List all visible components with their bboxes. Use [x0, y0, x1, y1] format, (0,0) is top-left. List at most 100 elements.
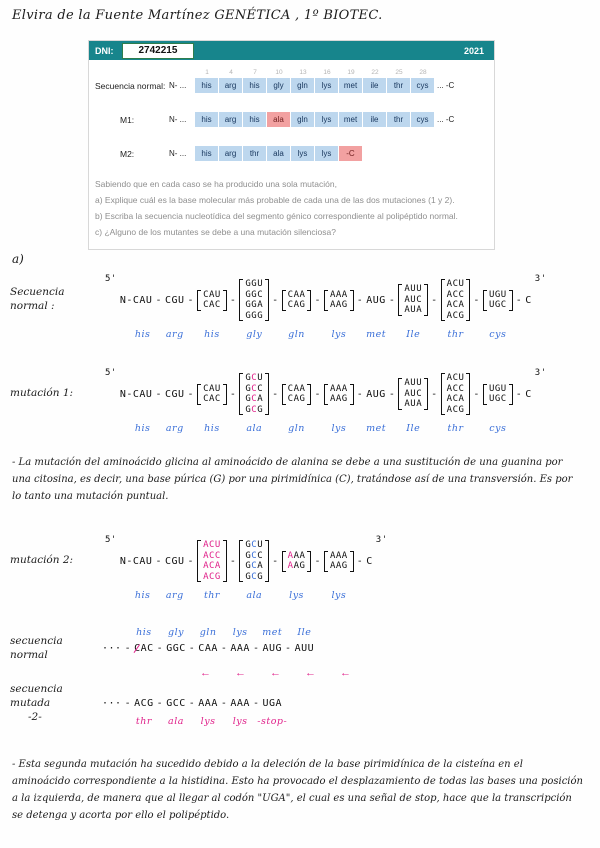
codon: GCG [245, 404, 264, 415]
codon-cell: arg [219, 146, 242, 161]
bracketed-stack: AAA AAG [323, 550, 354, 572]
bracket-left-icon [323, 550, 328, 572]
codon-stack: ACU ACC ACA ACG thr [440, 274, 471, 340]
amino-label: Ile [297, 626, 312, 638]
codon-stack: ACU ACC ACA ACG thr [197, 535, 227, 601]
bracket-right-icon [265, 279, 270, 321]
bracket-right-icon [265, 373, 270, 415]
separator: - [124, 643, 132, 655]
sequence-text: ··· [102, 643, 122, 655]
amino-label: thr [135, 715, 152, 727]
position-number: 22 [371, 69, 379, 76]
codon: ACG [203, 571, 221, 582]
sequence-table-row: M2: N- ... his arg thr ala lys lys -C [89, 146, 494, 161]
codon-cell: cys [411, 78, 434, 93]
question-list: a) Explique cuál es la base molecular má… [89, 195, 494, 237]
codon-cell: -C [339, 146, 362, 161]
stack-lines: UGU UGC [487, 290, 509, 311]
separator: - [473, 294, 480, 306]
sequence-row: 5' N- CAU his - CGU arg - CAU CAC his - GCU GCC GCA GCG… [102, 368, 600, 434]
bracket-left-icon [482, 383, 487, 405]
bracketed-stack: GCU GCC GCA GCG [239, 373, 270, 415]
codon-cell: cys [411, 112, 434, 127]
bracket-left-icon [239, 540, 244, 582]
codon: ACA [446, 300, 465, 310]
position-number: 10 [275, 69, 283, 76]
bracketed-stack: ACU ACC ACA ACG [440, 279, 471, 321]
amino-label: met [366, 329, 387, 340]
comparison-mutated: secuencia mutada -2- ··· - ACG thr - GCC ala - AAA… [10, 683, 600, 727]
codon-cell: thr [387, 112, 410, 127]
codon: AUG met [366, 294, 387, 341]
sequence-row: 5' N- CAU his - CGU arg - CAU CAC his - GGU GGC GGA GGG… [102, 274, 600, 341]
separator: - [155, 294, 162, 306]
codon: AUG met [262, 626, 283, 655]
codon-cell: met [339, 112, 362, 127]
separator: - [252, 698, 260, 710]
bracket-right-icon [424, 378, 429, 410]
codon: ACA [203, 561, 221, 571]
amino-label: arg [165, 590, 184, 601]
shift-arrow-icon: ← [270, 667, 281, 680]
separator: - [431, 294, 438, 306]
row-label: Secuencia normal: [95, 80, 166, 91]
codon-stack: AUU AUC AUA Ile [398, 274, 429, 340]
bracketed-stack: GCU GCC GCA GCG [239, 540, 270, 582]
codon: AUA [404, 399, 423, 410]
codon: CAA gln [198, 626, 218, 655]
dni-value: 2742215 [121, 42, 195, 59]
codon: ACC [446, 383, 465, 394]
stack-lines: ACU ACC ACA ACG [201, 540, 223, 582]
sequence-text: N- [119, 388, 133, 400]
stack-lines: AAA AAG [328, 551, 350, 572]
bracket-right-icon [307, 289, 312, 311]
sequence-text: C [525, 294, 532, 306]
sequence-row: ··· - ACG thr - GCC ala - AAA lys - AAA lys - UGA -stop… [102, 695, 600, 727]
amino-label: Ile [406, 423, 421, 434]
bracket-right-icon [222, 289, 227, 311]
amino-label: gly [167, 626, 184, 638]
separator: - [431, 388, 438, 400]
amino-label: lys [200, 715, 216, 727]
separator: - [187, 294, 195, 306]
bracket-left-icon [398, 378, 403, 410]
codon: GCC ala [166, 698, 186, 727]
codon-cell: lys [315, 146, 338, 161]
separator: - [156, 698, 164, 710]
bracket-left-icon [440, 373, 445, 415]
sequence-text: N- [119, 555, 133, 567]
shift-arrow-icon: ← [235, 667, 246, 680]
codon: ACG [446, 404, 465, 415]
bracketed-stack: CAU CAC [197, 289, 227, 311]
bracketed-stack: AAA AAG [323, 383, 354, 405]
amino-label: his [134, 590, 151, 601]
codon-cell: his [195, 146, 218, 161]
sequence-text: C [366, 555, 373, 567]
bracket-right-icon [466, 373, 471, 415]
exercise-box: DNI: 2742215 2021 1 4 7 10 13 16 19 22 25 28 Secu… [88, 40, 495, 250]
row-label: M1: [120, 114, 135, 125]
separator: - [155, 555, 162, 567]
amino-label: cys [489, 329, 507, 340]
codon: AUU [404, 378, 423, 389]
bracket-left-icon [440, 279, 445, 321]
position-number: 19 [347, 69, 355, 76]
codon: AUC [404, 294, 423, 305]
sequence-label-line2: -2- [28, 710, 42, 723]
amino-label: gln [288, 329, 305, 340]
stack-lines: AAA AAG [328, 384, 350, 405]
shift-arrow-icon: ← [340, 667, 351, 680]
codon-cell: ile [363, 112, 386, 127]
codon: AAA lys [230, 626, 250, 655]
comparison-normal: secuencia normal ··· - C AC his - GGC gly - CAA gln… [10, 626, 600, 662]
codon: GCA [245, 394, 264, 404]
codon: GCU [245, 540, 264, 550]
row-prefix: N- ... [169, 149, 187, 158]
stack-lines: AUU AUC AUA [402, 284, 424, 316]
codon: AAA lys [230, 698, 250, 727]
sequence-text: N- [119, 294, 133, 306]
codon-stack: AUU AUC AUA Ile [398, 368, 429, 434]
codon: AAG [329, 394, 348, 404]
bracketed-stack: UGU UGC [482, 289, 513, 311]
codon-cell: ala [267, 112, 290, 127]
